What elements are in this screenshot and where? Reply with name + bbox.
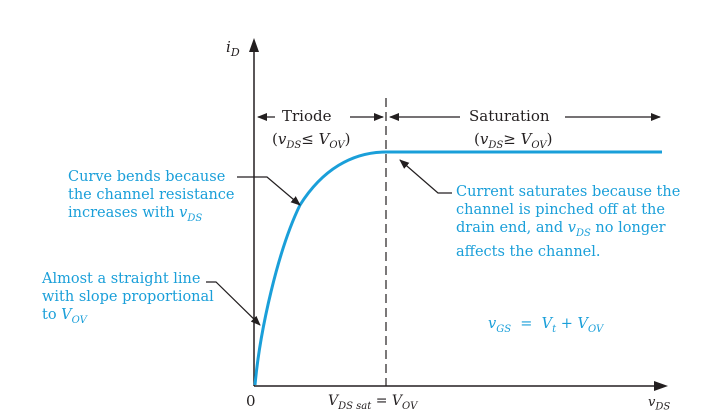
curve-bends-line-1: Curve bends because xyxy=(68,169,226,185)
curve-bends-leader xyxy=(237,176,301,206)
saturation-condition: (vDS≥ VOV) xyxy=(474,130,553,151)
vgs-equation: vGS = Vt + VOV xyxy=(488,316,604,335)
triode-condition: (vDS≤ VOV) xyxy=(272,130,351,151)
saturates-line-3: drain end, and vDS no longer xyxy=(456,220,666,239)
straight-line-leader xyxy=(206,281,261,326)
triode-title: Triode xyxy=(282,107,332,125)
vds-sat-label: VDS sat = VOV xyxy=(328,393,418,412)
saturates-line-4: affects the channel. xyxy=(456,243,601,260)
y-axis-label: iD xyxy=(226,38,240,59)
curve-bends-line-2: the channel resistance xyxy=(68,187,235,203)
origin-label: 0 xyxy=(246,392,256,410)
straight-line-annotation: Almost a straight line with slope propor… xyxy=(42,270,242,330)
saturation-title: Saturation xyxy=(469,107,550,125)
x-axis-label: vDS xyxy=(648,395,671,413)
straight-line-line-1: Almost a straight line xyxy=(42,271,201,287)
saturates-annotation: Current saturates because the channel is… xyxy=(456,183,696,261)
curve-bends-annotation: Curve bends because the channel resistan… xyxy=(68,168,268,228)
straight-line-line-3: to VOV xyxy=(42,307,87,326)
saturates-line-2: channel is pinched off at the xyxy=(456,202,665,218)
straight-line-line-2: with slope proportional xyxy=(42,289,214,305)
saturates-leader xyxy=(399,159,452,194)
curve-bends-line-3: increases with vDS xyxy=(68,205,203,224)
x-axis-arrow-icon xyxy=(654,381,668,391)
y-axis-arrow-icon xyxy=(249,38,259,52)
saturates-line-1: Current saturates because the xyxy=(456,184,681,200)
